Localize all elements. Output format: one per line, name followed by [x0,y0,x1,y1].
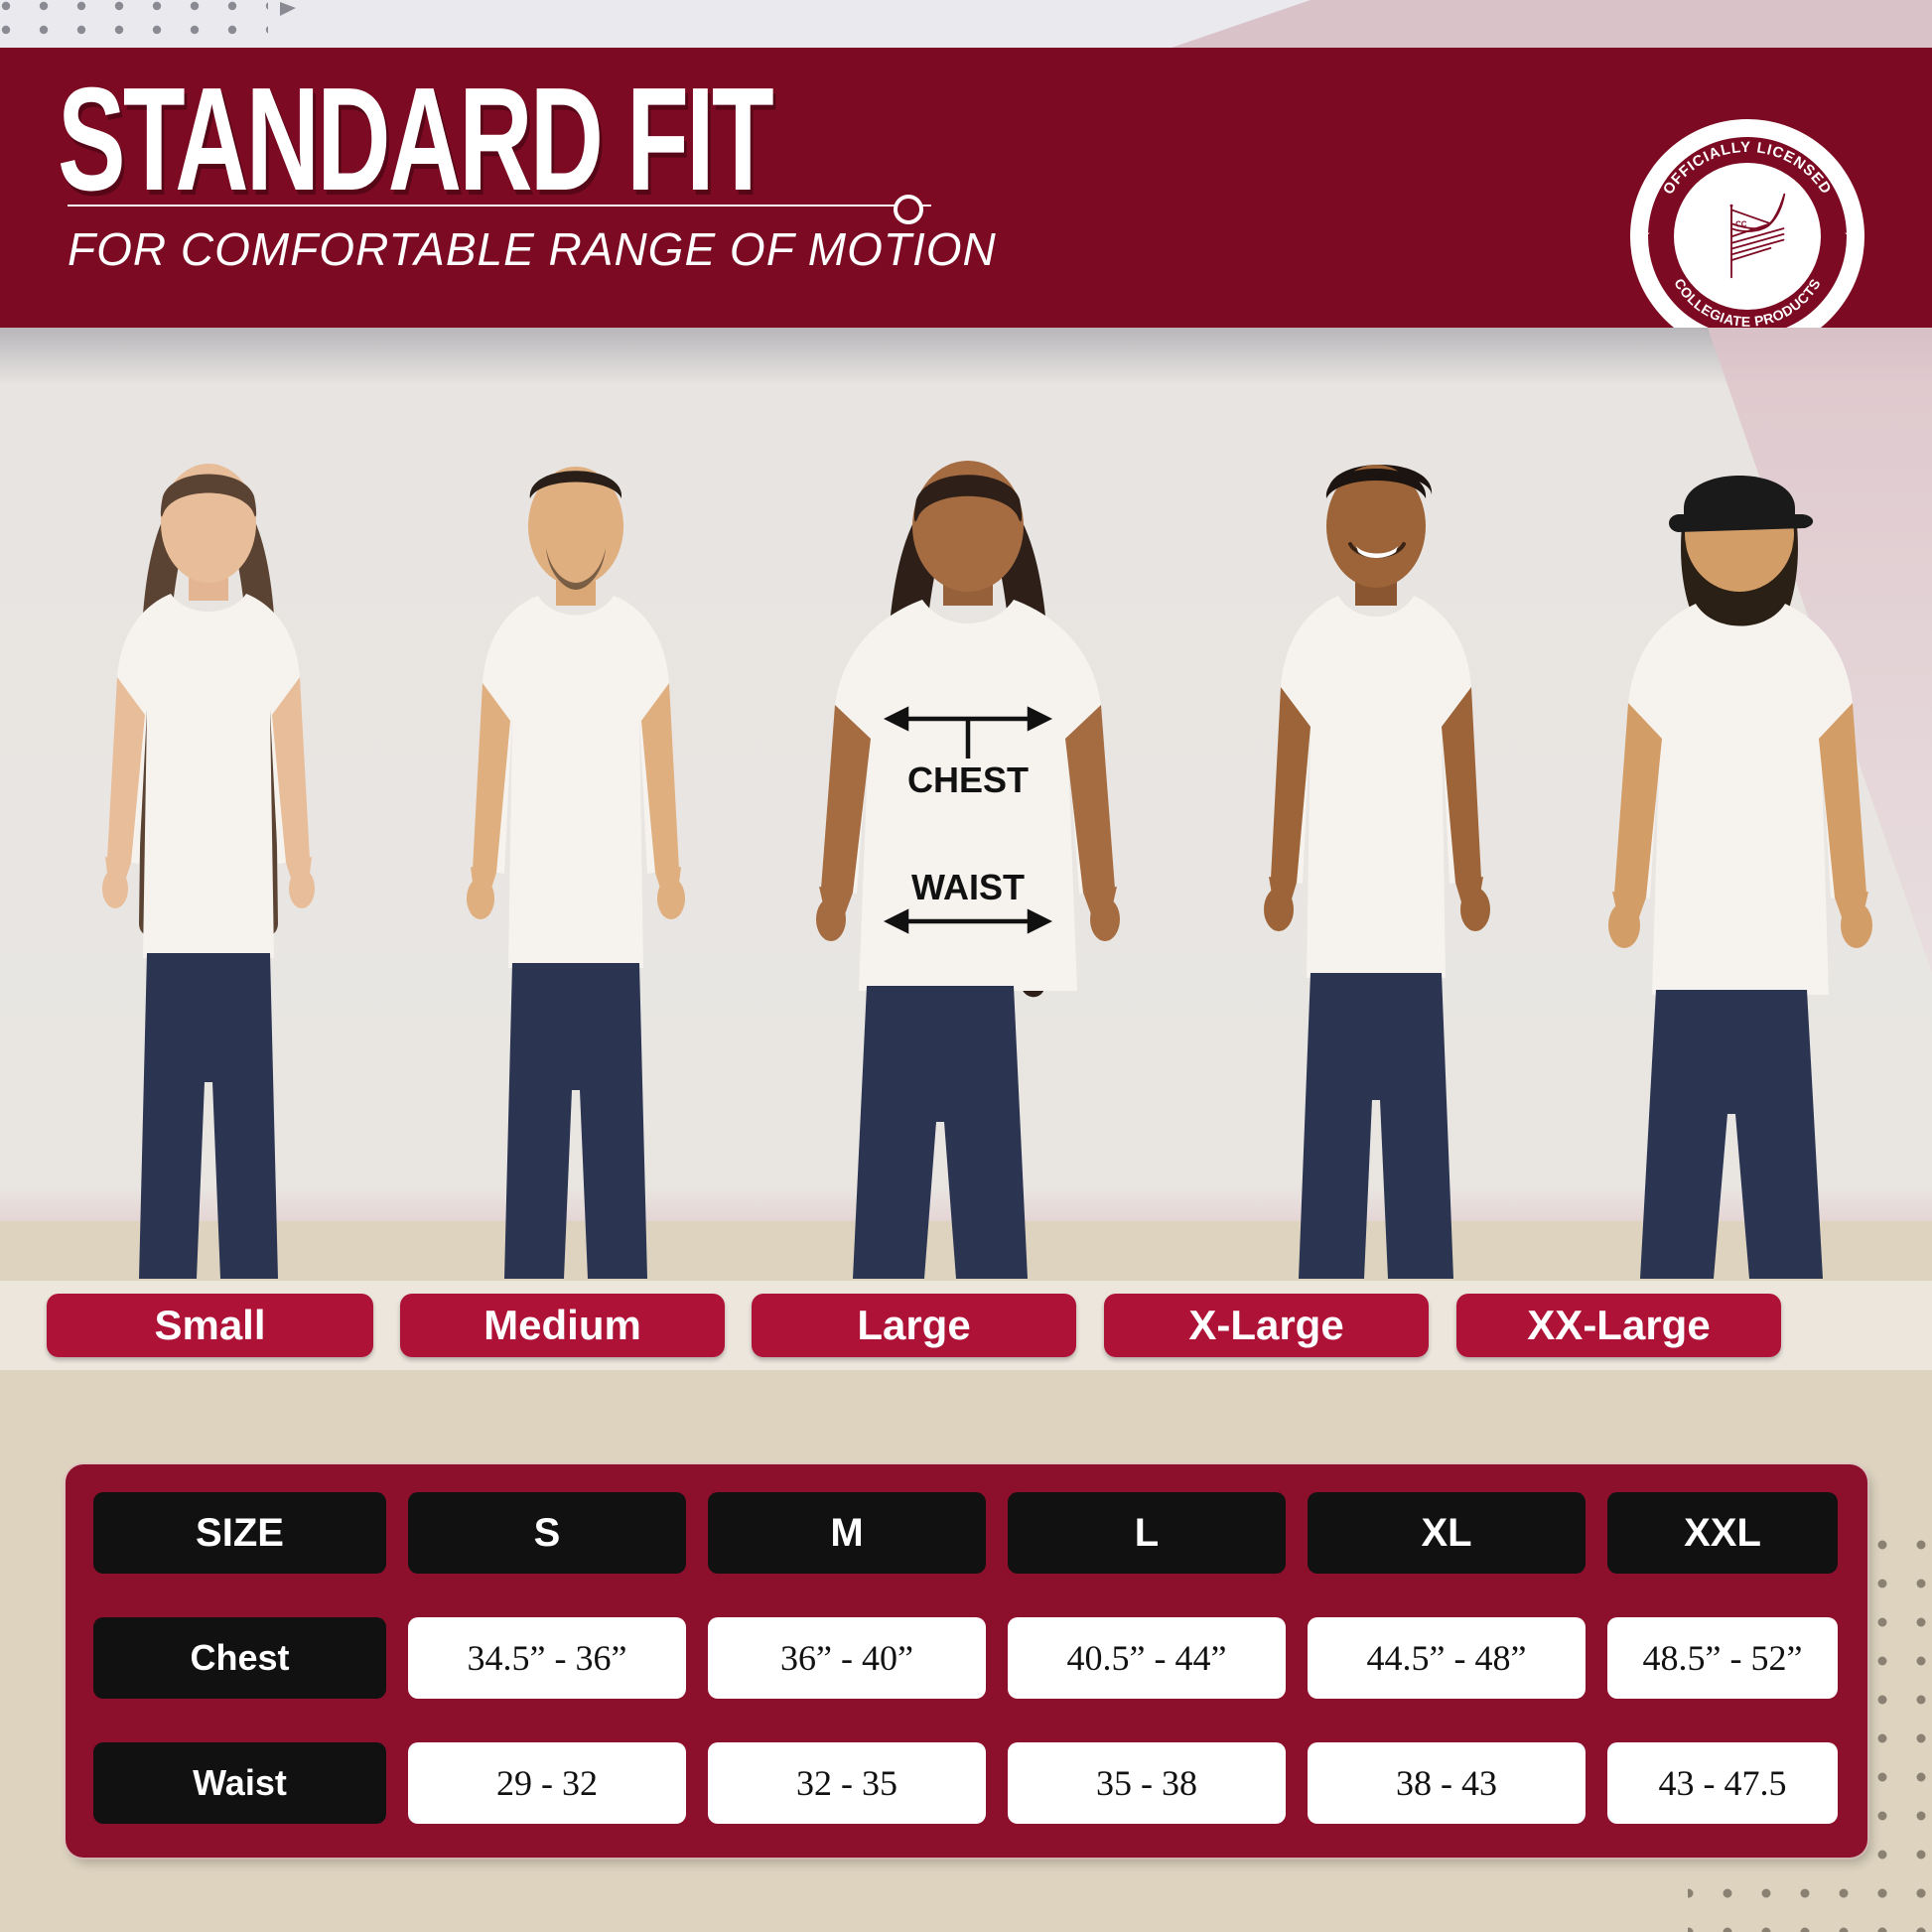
svg-text:WAIST: WAIST [911,867,1025,907]
svg-text:CHEST: CHEST [907,759,1029,800]
svg-text:★: ★ [1845,225,1863,247]
svg-text:★: ★ [1632,225,1650,247]
